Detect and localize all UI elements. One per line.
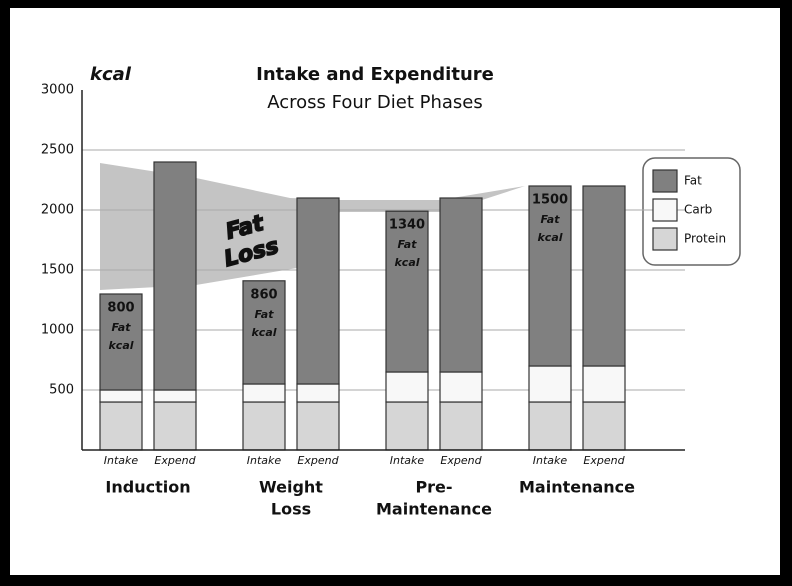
bar-segment — [242, 383, 286, 403]
group-label: Loss — [271, 500, 311, 519]
bar-segment — [296, 401, 340, 451]
chart-title: Intake and Expenditure — [256, 64, 494, 85]
y-tick-label: 2000 — [41, 203, 74, 218]
bar-segment — [99, 389, 143, 403]
bar-segment — [582, 185, 626, 367]
bar-segment — [528, 185, 572, 367]
bar-segment — [153, 389, 197, 403]
bar-segment — [385, 210, 429, 373]
x-tick-label: Expend — [154, 454, 196, 467]
value-label-unit: Fat — [255, 308, 275, 321]
bar-segment — [528, 365, 572, 403]
value-label: 1340 — [389, 218, 425, 233]
y-tick-label: 2500 — [41, 143, 74, 158]
legend-swatch — [652, 198, 678, 222]
bar-segment — [296, 383, 340, 403]
x-tick-label: Expend — [583, 454, 625, 467]
value-label-unit: Fat — [398, 238, 418, 251]
legend-swatch — [652, 227, 678, 251]
group-label: Induction — [105, 478, 190, 497]
x-tick-label: Intake — [247, 454, 282, 467]
group-label: Maintenance — [376, 500, 492, 519]
value-label-unit: Fat — [112, 321, 132, 334]
y-tick-label: 3000 — [41, 83, 74, 98]
group-label: Weight — [259, 478, 323, 497]
x-tick-label: Expend — [440, 454, 482, 467]
bar-segment — [385, 401, 429, 451]
x-tick-label: Intake — [533, 454, 568, 467]
y-tick-label: 1000 — [41, 323, 74, 338]
value-label-unit: kcal — [537, 231, 562, 244]
value-label-unit: Fat — [541, 213, 561, 226]
legend-label: Fat — [684, 174, 702, 188]
bar-segment — [582, 401, 626, 451]
y-tick-label: 1500 — [41, 263, 74, 278]
bar-segment — [153, 401, 197, 451]
bar-segment — [439, 197, 483, 373]
value-label: 860 — [250, 287, 277, 302]
y-axis-label: kcal — [90, 64, 132, 85]
chart-subtitle: Across Four Diet Phases — [267, 92, 482, 113]
y-tick-label: 500 — [49, 383, 74, 398]
bar-segment — [439, 371, 483, 403]
bar-segment — [582, 365, 626, 403]
legend-swatch — [652, 169, 678, 193]
legend-label: Carb — [684, 203, 712, 217]
x-tick-label: Intake — [390, 454, 425, 467]
bar-segment — [528, 401, 572, 451]
group-label: Maintenance — [519, 478, 635, 497]
bar-segment — [99, 293, 143, 391]
value-label-unit: kcal — [251, 326, 276, 339]
bar-segment — [153, 161, 197, 391]
bar-segment — [385, 371, 429, 403]
bar-segment — [439, 401, 483, 451]
x-tick-label: Expend — [297, 454, 339, 467]
x-tick-label: Intake — [104, 454, 139, 467]
legend-label: Protein — [684, 232, 726, 246]
bar-segment — [242, 401, 286, 451]
bar-segment — [242, 280, 286, 385]
value-label-unit: kcal — [394, 256, 419, 269]
bar-segment — [296, 197, 340, 385]
bar-segment — [99, 401, 143, 451]
group-label: Pre- — [415, 478, 452, 497]
value-label-unit: kcal — [108, 339, 133, 352]
value-label: 1500 — [532, 193, 568, 208]
value-label: 800 — [107, 301, 134, 316]
